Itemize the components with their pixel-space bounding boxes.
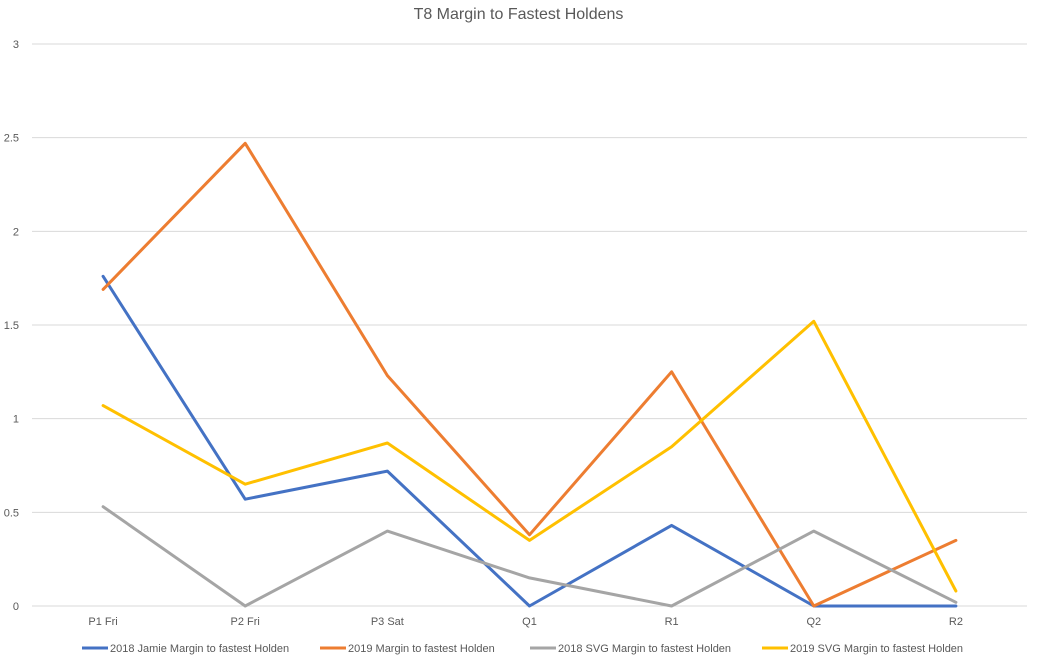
y-tick-label: 0.5 — [4, 507, 19, 519]
y-tick-label: 0 — [13, 601, 19, 613]
x-tick-label: Q2 — [806, 616, 821, 628]
legend-label: 2019 Margin to fastest Holden — [348, 643, 495, 655]
legend-label: 2018 SVG Margin to fastest Holden — [558, 643, 731, 655]
y-tick-label: 1.5 — [4, 320, 19, 332]
chart-title: T8 Margin to Fastest Holdens — [413, 6, 624, 23]
legend-label: 2019 SVG Margin to fastest Holden — [790, 643, 963, 655]
series-line — [101, 505, 958, 608]
series-line — [101, 274, 958, 608]
y-tick-label: 3 — [13, 39, 19, 51]
x-tick-label: P2 Fri — [231, 616, 260, 628]
x-tick-label: Q1 — [522, 616, 537, 628]
x-tick-label: R1 — [665, 616, 679, 628]
x-tick-label: R2 — [949, 616, 963, 628]
y-tick-label: 2 — [13, 226, 19, 238]
x-tick-label: P3 Sat — [371, 616, 404, 628]
y-tick-label: 2.5 — [4, 133, 19, 145]
x-tick-label: P1 Fri — [88, 616, 117, 628]
legend-label: 2018 Jamie Margin to fastest Holden — [110, 643, 289, 655]
y-tick-label: 1 — [13, 414, 19, 426]
series-line — [101, 141, 958, 608]
series-line — [101, 319, 958, 593]
